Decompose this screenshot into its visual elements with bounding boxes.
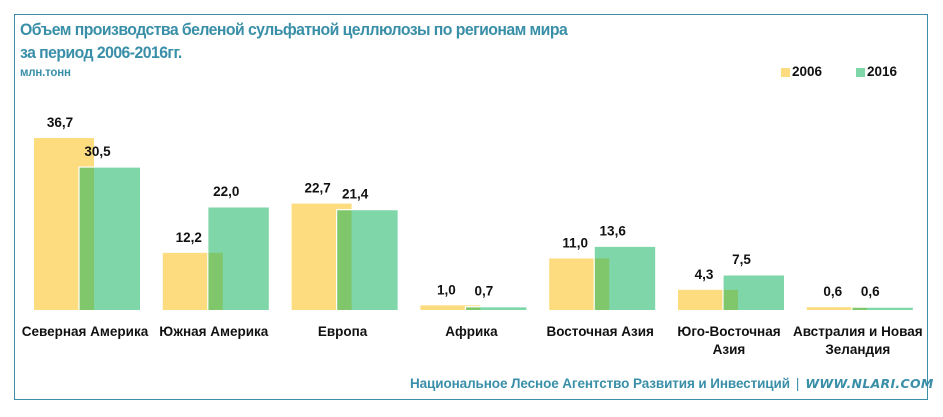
value-label-2016: 13,6: [600, 223, 627, 238]
category-label: Австралия и Новая: [793, 324, 923, 339]
chart-title-line1: Объем производства беленой сульфатной це…: [20, 20, 568, 39]
bar-2016-edge: [78, 166, 140, 310]
chart-title-line2: за период 2006-2016гг.: [20, 43, 182, 62]
footer-separator: |: [795, 376, 800, 391]
category-label: Южная Америка: [159, 324, 268, 339]
category-label: Европа: [318, 324, 368, 339]
chart-title: Объем производства беленой сульфатной це…: [20, 18, 568, 64]
value-label-2016: 0,7: [475, 284, 494, 299]
value-label-2006: 11,0: [562, 235, 588, 250]
category-label: Азия: [713, 342, 746, 357]
value-label-2016: 0,6: [861, 284, 880, 299]
bar-overlap: [336, 209, 352, 310]
bar-2016-edge: [464, 306, 527, 310]
bar-overlap: [79, 167, 94, 310]
bar-2006: [806, 307, 867, 310]
legend-swatch-2006: [781, 68, 790, 77]
value-label-2006: 4,3: [695, 267, 714, 282]
value-label-2006: 0,6: [823, 284, 842, 299]
bar-overlap: [465, 306, 481, 310]
legend-label-2006: 2006: [792, 64, 823, 79]
bar-overlap: [851, 307, 867, 310]
legend-item-2016: 2016: [856, 64, 897, 79]
bar-2016-edge: [207, 206, 269, 310]
legend-swatch-2016: [856, 68, 865, 77]
footer-org: Национальное Лесное Агентство Развития и…: [410, 376, 790, 391]
category-label: Зеландия: [825, 342, 890, 357]
category-label: Юго-Восточная: [677, 324, 780, 339]
value-label-2016: 22,0: [213, 184, 239, 199]
bar-2016-edge: [722, 274, 784, 310]
footer: Национальное Лесное Агентство Развития и…: [410, 376, 934, 391]
value-label-2016: 21,4: [342, 187, 369, 202]
value-label-2006: 1,0: [437, 282, 456, 297]
category-label: Северная Америка: [22, 324, 149, 339]
bar-overlap: [723, 289, 738, 310]
legend-label-2016: 2016: [867, 64, 898, 79]
unit-label: млн.тонн: [20, 67, 71, 79]
value-label-2006: 22,7: [304, 181, 330, 196]
category-label: Восточная Азия: [546, 324, 653, 339]
footer-url-link[interactable]: WWW.NLARI.COM: [805, 376, 934, 391]
bar-2006: [420, 305, 481, 310]
bar-overlap: [594, 258, 610, 310]
value-label-2006: 36,7: [47, 115, 73, 130]
bar-2016: [465, 306, 527, 310]
category-label: Африка: [445, 324, 498, 339]
legend-item-2006: 2006: [781, 64, 822, 79]
value-label-2016: 30,5: [84, 144, 111, 159]
bar-2016-edge: [336, 209, 398, 310]
bar-2016: [851, 307, 913, 310]
bar-2016-edge: [851, 306, 913, 310]
chart-frame: [14, 14, 928, 400]
bar-2016-edge: [593, 245, 656, 310]
bar-overlap: [207, 252, 223, 310]
value-label-2006: 12,2: [176, 230, 202, 245]
value-label-2016: 7,5: [732, 252, 751, 267]
